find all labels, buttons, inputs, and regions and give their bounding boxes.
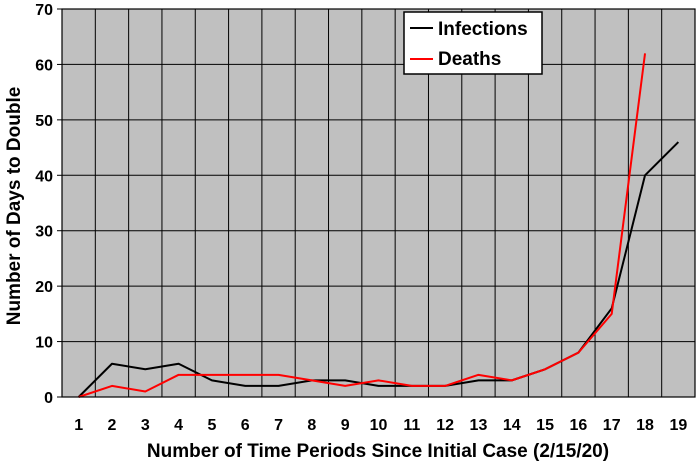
x-tick-label: 11 [403,417,420,434]
x-tick-label: 12 [436,417,454,434]
plot-area [62,9,695,397]
y-tick-label: 30 [35,224,53,241]
y-tick-label: 50 [35,113,53,130]
y-tick-label: 40 [35,168,53,185]
y-tick-label: 0 [44,390,53,407]
legend-label-deaths: Deaths [438,49,501,70]
x-tick-label: 10 [370,417,388,434]
y-tick-label: 10 [35,335,53,352]
x-tick-label: 5 [207,417,216,434]
x-tick-label: 8 [307,417,316,434]
x-tick-label: 1 [74,417,83,434]
x-axis-ticks: 1 2 3 4 5 6 7 8 9 10 11 12 13 14 15 16 17 18 19 [74,417,687,434]
y-tick-label: 70 [35,2,53,19]
legend: Infections Deaths [403,11,543,75]
y-axis-ticks: 0 10 20 30 40 50 60 70 [35,2,62,407]
y-axis-title: Number of Days to Double [4,87,25,326]
x-tick-label: 3 [141,417,150,434]
x-tick-label: 9 [341,417,350,434]
y-tick-label: 20 [35,279,53,296]
x-tick-label: 18 [636,417,654,434]
series-layer [77,53,680,398]
x-tick-label: 19 [669,417,687,434]
x-tick-label: 7 [274,417,283,434]
plot-border [61,8,696,398]
y-tick-label: 60 [35,57,53,74]
x-tick-label: 17 [603,417,621,434]
legend-label-infections: Infections [438,19,528,40]
x-tick-label: 6 [241,417,250,434]
legend-box [403,11,543,75]
x-axis-title: Number of Time Periods Since Initial Cas… [147,441,609,462]
x-tick-label: 14 [503,417,521,434]
x-tick-label: 16 [569,417,587,434]
grid-lines [62,8,695,398]
x-tick-label: 13 [470,417,488,434]
x-tick-label: 15 [536,417,554,434]
x-tick-label: 4 [174,417,183,434]
series-line-deaths [78,53,647,398]
x-tick-label: 2 [108,417,117,434]
